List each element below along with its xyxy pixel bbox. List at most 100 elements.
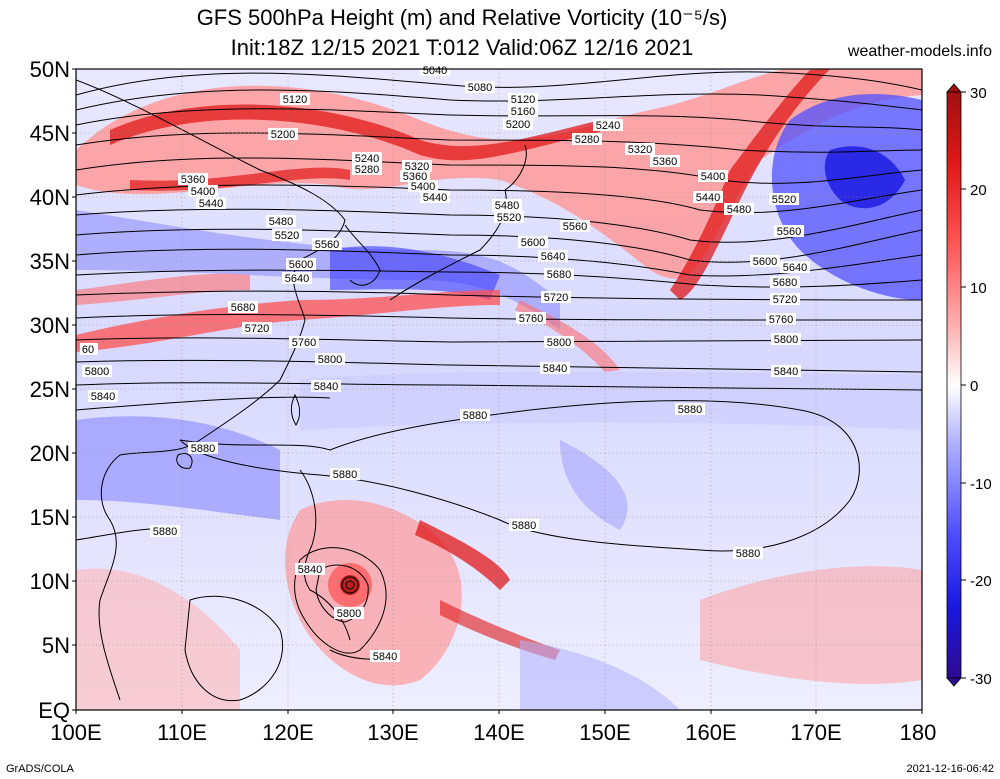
contour-label: 5880 <box>330 468 360 481</box>
svg-text:5840: 5840 <box>543 363 567 375</box>
svg-text:5520: 5520 <box>772 194 796 206</box>
svg-text:5640: 5640 <box>541 251 565 263</box>
contour-label: 5880 <box>460 409 490 422</box>
coast-japan <box>389 144 527 301</box>
contour-label: 5840 <box>540 362 570 375</box>
colorbar-tick: -30 <box>970 671 992 688</box>
svg-text:5800: 5800 <box>318 354 342 366</box>
colorbar-tick: -10 <box>970 476 992 493</box>
svg-text:5240: 5240 <box>596 120 620 132</box>
svg-text:5600: 5600 <box>289 259 313 271</box>
svg-text:5480: 5480 <box>727 204 751 216</box>
contour-5880-big <box>179 400 860 552</box>
colorbar-tick: 10 <box>970 280 987 297</box>
lat-label: EQ <box>38 698 70 723</box>
svg-text:5880: 5880 <box>333 469 357 481</box>
svg-text:60: 60 <box>82 344 94 356</box>
lat-label: 15N <box>30 505 70 530</box>
contour-label: 5560 <box>312 238 342 251</box>
contour-label: 5640 <box>282 272 312 285</box>
contour-label: 5480 <box>266 215 296 228</box>
svg-text:5400: 5400 <box>701 171 725 183</box>
contour-label: 5280 <box>572 133 602 146</box>
contour-label: 5680 <box>228 301 258 314</box>
svg-text:5680: 5680 <box>547 269 571 281</box>
contour-label: 5040 <box>420 64 450 77</box>
lon-label: 120E <box>262 720 313 745</box>
contour-label: 5880 <box>509 519 539 532</box>
contour-label: 5240 <box>352 152 382 165</box>
svg-text:5280: 5280 <box>575 134 599 146</box>
contour-label: 5680 <box>770 276 800 289</box>
contour-label: 5160 <box>508 105 538 118</box>
svg-text:5080: 5080 <box>468 82 492 94</box>
contour-label: 5480 <box>492 199 522 212</box>
latitude-labels: 50N 45N 40N 35N 30N 25N 20N 15N 10N 5N E… <box>30 57 70 723</box>
footer-timestamp: 2021-12-16-06:42 <box>906 763 994 775</box>
svg-text:5680: 5680 <box>231 302 255 314</box>
contour-label: 5400 <box>408 180 438 193</box>
footer-software: GrADS/COLA <box>6 763 74 775</box>
chart-title: GFS 500hPa Height (m) and Relative Vorti… <box>196 5 728 30</box>
contour-label: 5760 <box>289 336 319 349</box>
lat-label: 50N <box>30 57 70 82</box>
contour-label: 5800 <box>82 365 112 378</box>
colorbar-tick: -20 <box>970 573 992 590</box>
contour-label: 5560 <box>560 220 590 233</box>
contour-label: 5840 <box>370 650 400 663</box>
svg-text:5760: 5760 <box>292 337 316 349</box>
contour-label: 5840 <box>311 380 341 393</box>
lon-label: 100E <box>50 720 101 745</box>
svg-text:5480: 5480 <box>495 200 519 212</box>
colorbar-top-arrow <box>946 83 962 93</box>
lat-label: 40N <box>30 185 70 210</box>
svg-text:5840: 5840 <box>373 651 397 663</box>
svg-text:5720: 5720 <box>544 292 568 304</box>
svg-text:5840: 5840 <box>298 564 322 576</box>
graticule <box>76 69 922 710</box>
contour-label: 5640 <box>538 250 568 263</box>
lon-label: 140E <box>473 720 524 745</box>
svg-text:5800: 5800 <box>337 608 361 620</box>
svg-text:5400: 5400 <box>191 186 215 198</box>
svg-text:5520: 5520 <box>497 212 521 224</box>
svg-text:5800: 5800 <box>547 337 571 349</box>
contour-label: 5440 <box>420 191 450 204</box>
contour-labels: 5040 5080 5120 5120 5160 5200 5200 5240 … <box>80 64 810 663</box>
svg-text:5480: 5480 <box>269 216 293 228</box>
svg-text:5880: 5880 <box>463 410 487 422</box>
lat-label: 30N <box>30 313 70 338</box>
svg-text:5880: 5880 <box>153 526 177 538</box>
contour-label: 60 <box>80 343 98 356</box>
svg-text:5640: 5640 <box>285 273 309 285</box>
svg-text:5200: 5200 <box>271 129 295 141</box>
svg-text:5560: 5560 <box>563 221 587 233</box>
lat-label: 25N <box>30 377 70 402</box>
contour-label: 5880 <box>188 442 218 455</box>
lon-ticks <box>75 710 923 714</box>
svg-text:5320: 5320 <box>628 144 652 156</box>
contour-label: 5080 <box>465 81 495 94</box>
svg-text:5680: 5680 <box>773 277 797 289</box>
contour-label: 5560 <box>774 225 804 238</box>
lat-label: 10N <box>30 569 70 594</box>
contour-label: 5200 <box>268 128 298 141</box>
contour-label: 5840 <box>295 563 325 576</box>
lat-label: 45N <box>30 121 70 146</box>
contour-label: 5240 <box>593 119 623 132</box>
svg-text:5840: 5840 <box>774 366 798 378</box>
longitude-labels: 100E 110E 120E 130E 140E 150E 160E 170E … <box>50 720 936 745</box>
contour-label: 5760 <box>766 313 796 326</box>
contour-label: 5800 <box>315 353 345 366</box>
svg-text:5520: 5520 <box>275 230 299 242</box>
contour-label: 5800 <box>771 333 801 346</box>
lon-label: 130E <box>367 720 418 745</box>
svg-text:5440: 5440 <box>696 192 720 204</box>
svg-text:5880: 5880 <box>678 404 702 416</box>
contour-label: 5760 <box>516 312 546 325</box>
lon-label: 150E <box>579 720 630 745</box>
svg-text:5760: 5760 <box>769 314 793 326</box>
contour-label: 5520 <box>769 193 799 206</box>
contour-label: 5880 <box>733 547 763 560</box>
